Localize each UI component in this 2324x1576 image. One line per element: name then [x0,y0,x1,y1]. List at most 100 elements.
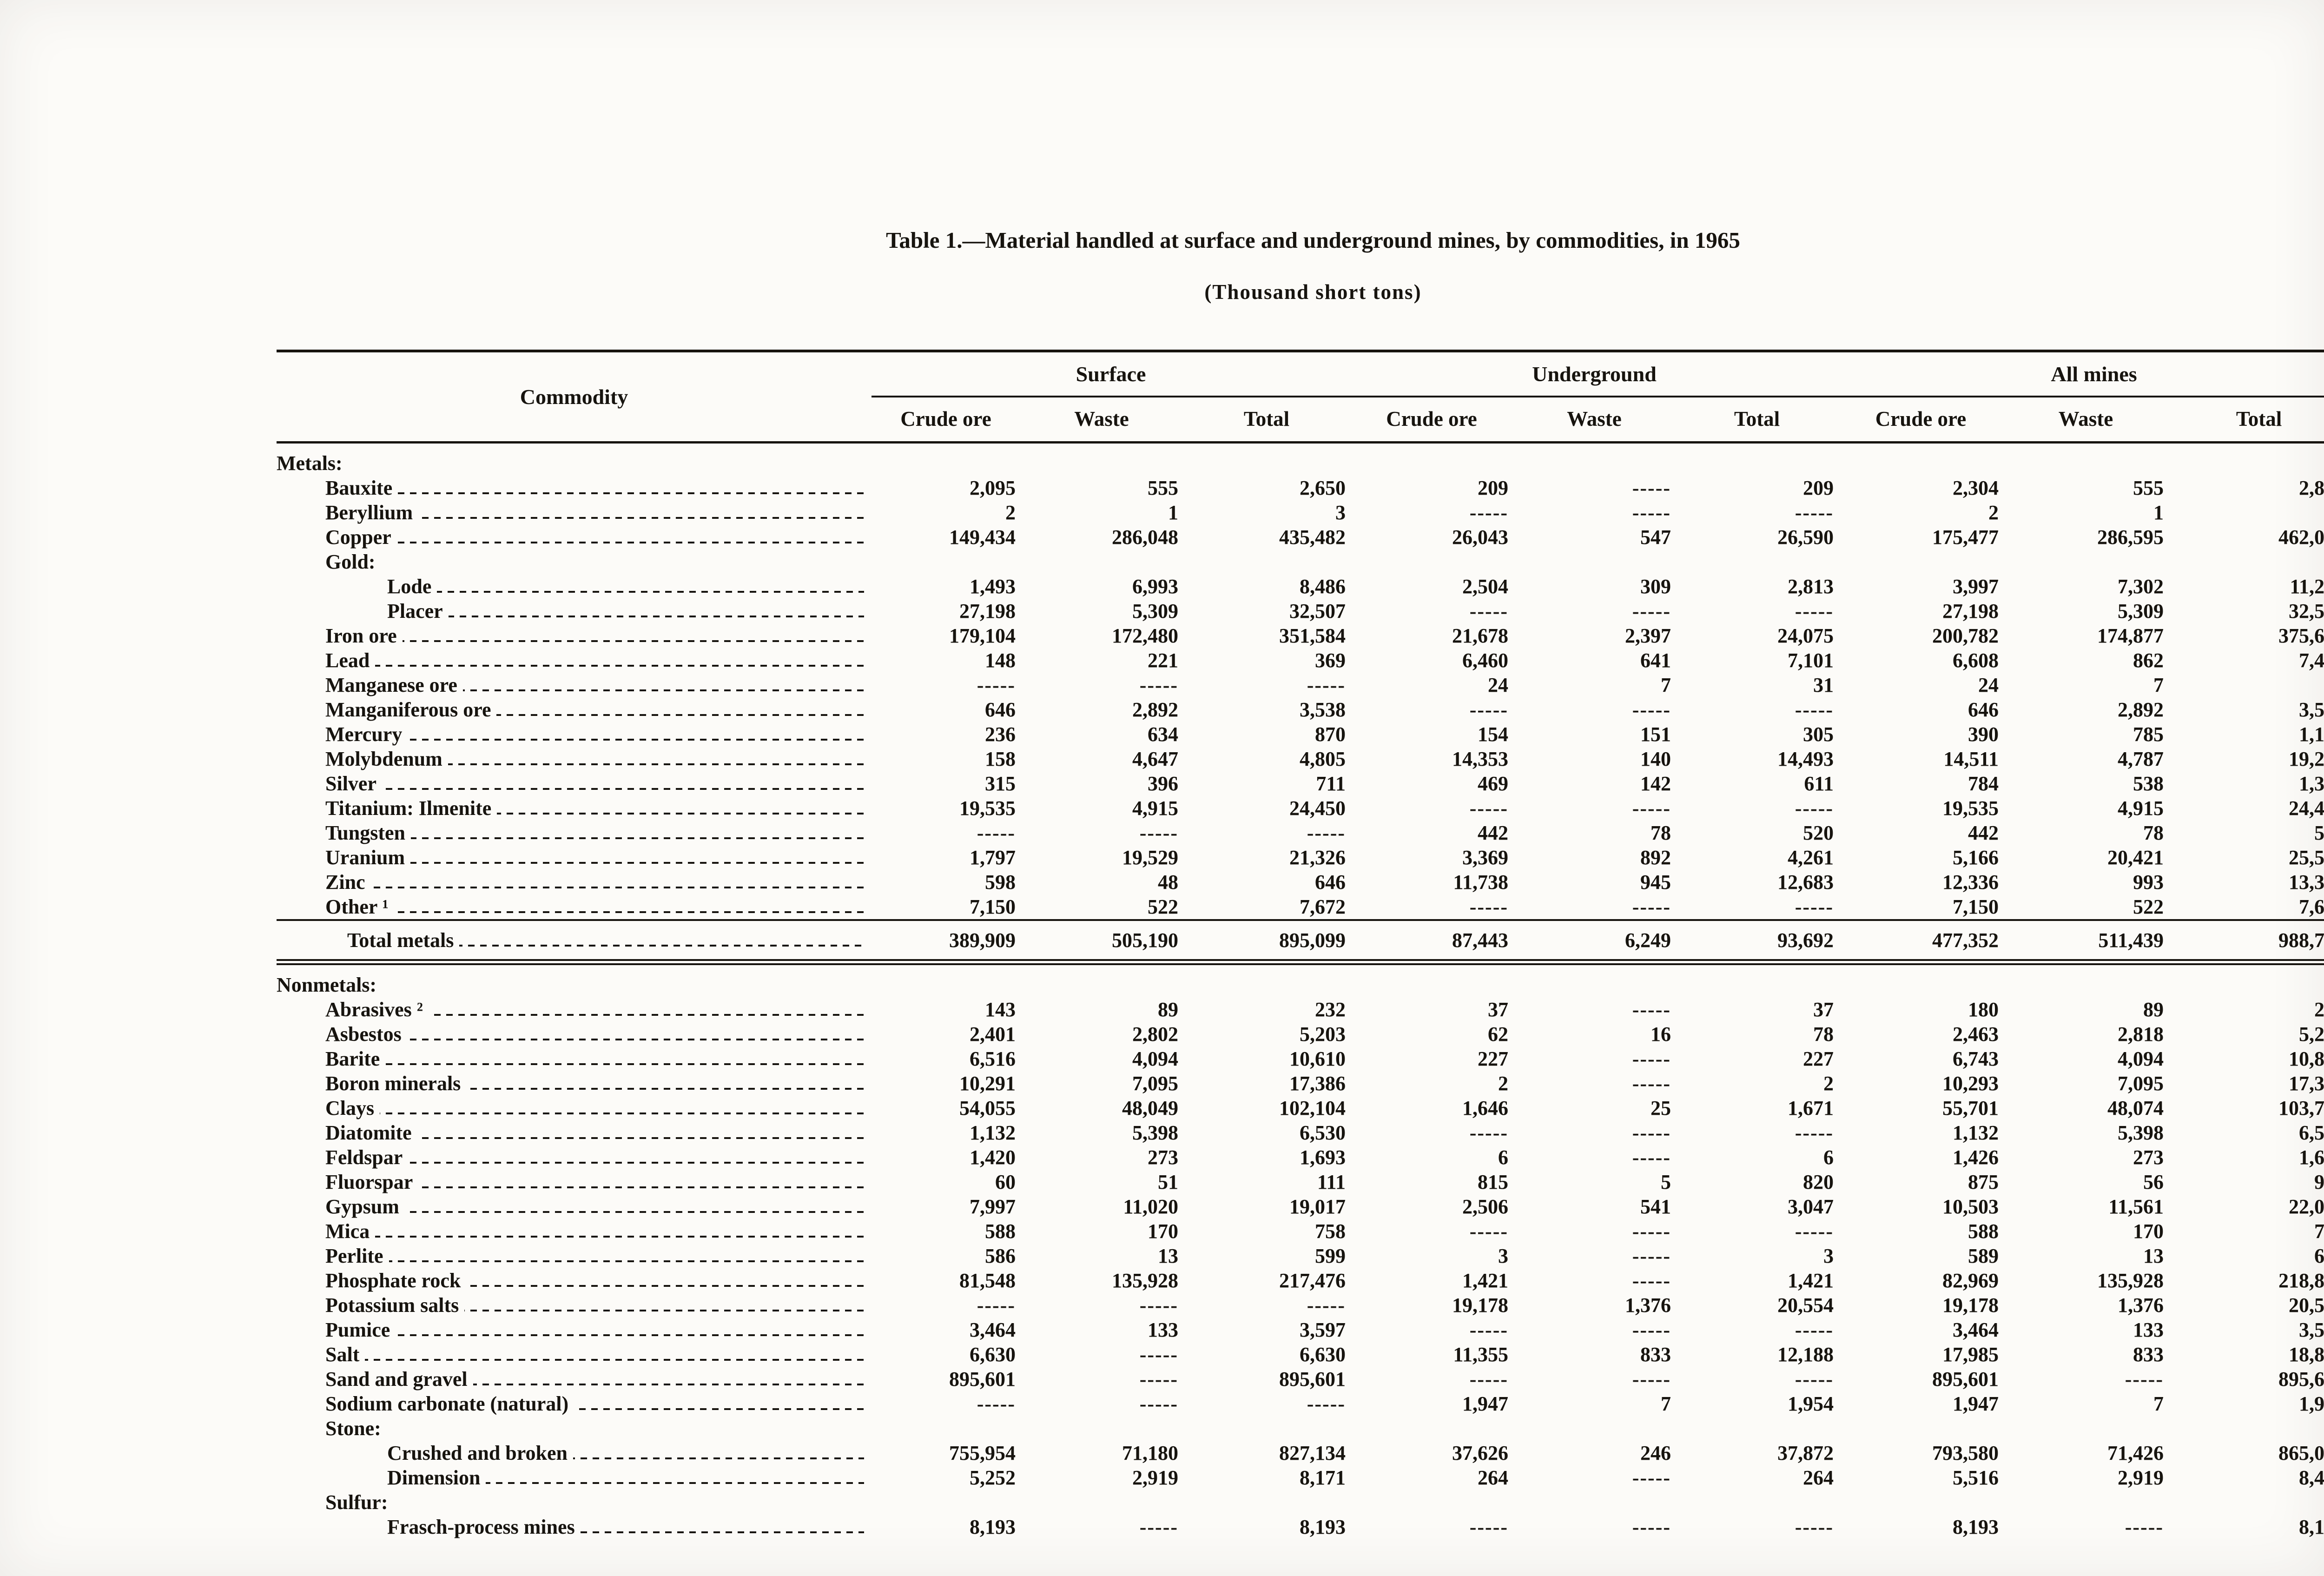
value-cell [2003,550,2168,574]
section-row: Sulfur: [277,1490,2324,1515]
value-cell: 641 [1640,649,1671,672]
value-cell: 24,450 [2289,796,2324,820]
value-cell: 218,897 [2278,1269,2324,1292]
value-cell: 172,480 [1112,624,1178,647]
value-cell: 21,678 [1452,624,1508,647]
value-cell [2003,442,2168,476]
value-cell: 5,203 [1300,1022,1346,1046]
value-cell: 389,909 [872,919,1020,965]
commodity-label: Lode [387,574,437,599]
value-cell: 102,104 [1279,1096,1346,1119]
empty-value-cell: ----- [1795,1121,1834,1144]
value-cell [1020,1490,1183,1515]
value-cell [2168,550,2324,574]
value-cell: 862 [2133,649,2164,672]
commodity-label-cell: Beryllium [277,500,872,525]
commodity-row: Mercury 236 634 870 154 151 305 390 785 1,175 [277,722,2324,747]
value-cell: 221 [1148,649,1178,672]
value-cell [872,962,1020,997]
commodity-label: Frasch-process mines [387,1514,581,1539]
value-cell: 815 [1478,1170,1508,1193]
value-cell: 7 [2153,1392,2164,1415]
commodity-table: Commodity Surface Underground All mines … [277,350,2324,1539]
commodity-row: Lode 1,493 6,993 8,486 2,504 309 2,813 3,997 7,3… [277,574,2324,599]
value-cell: 3,538 [1300,698,1346,721]
value-cell: 6,516 [970,1047,1016,1070]
commodity-label-cell: Other ¹ [277,894,872,920]
commodity-label-cell: Stone: [277,1416,872,1441]
commodity-row: Silver 315 396 711 469 142 611 784 538 1,322 [277,771,2324,796]
value-cell: 158 [985,747,1016,770]
value-cell [1838,442,2003,476]
value-cell [2168,1490,2324,1515]
value-cell: 4,915 [2118,796,2164,820]
value-cell: 10,293 [1942,1072,1999,1095]
value-cell: 20,421 [2107,846,2164,869]
commodity-label-cell: Lead [277,648,872,673]
value-cell [1020,550,1183,574]
commodity-label-cell: Phosphate rock [277,1268,872,1293]
commodity-label-cell: Gold: [277,549,872,574]
value-cell: 1,426 [1953,1146,1999,1169]
commodity-row: Sand and gravel 895,601 ----- 895,601 ----- -… [277,1366,2324,1391]
value-cell: 7,672 [2299,895,2324,918]
value-cell: 14,493 [1777,747,1834,770]
value-cell: 4,094 [2118,1047,2164,1070]
commodity-row: Mica 588 170 758 ----- ----- ----- 588 170 758 [277,1218,2324,1244]
value-cell: 758 [2314,1219,2324,1243]
value-cell: 895,601 [1279,1367,1346,1391]
commodity-row: Crushed and broken 755,954 71,180 827,134 37… [277,1440,2324,1465]
value-cell [1513,1416,1676,1441]
commodity-label: Sodium carbonate (natural) [325,1391,574,1416]
commodity-label: Fluorspar [325,1169,419,1194]
empty-value-cell: ----- [1139,673,1178,696]
value-cell: 89 [2143,998,2164,1021]
empty-value-cell: ----- [1795,1219,1834,1243]
commodity-label: Silver [325,771,382,796]
value-cell: 175,477 [1932,525,1999,549]
value-cell: 505,190 [1020,919,1183,965]
value-cell: 54,055 [959,1096,1016,1119]
value-cell: 37 [1813,998,1834,1021]
commodity-label: Stone: [325,1416,387,1441]
value-cell [1513,442,1676,476]
value-cell [1676,1490,1838,1515]
value-cell: 142 [1640,772,1671,795]
value-cell: 8,486 [1300,575,1346,598]
value-cell: 5,398 [1132,1121,1178,1144]
value-cell: 1,493 [970,575,1016,598]
empty-value-cell: ----- [1795,599,1834,622]
commodity-row: Feldspar 1,420 273 1,693 6 ----- 6 1,426 273 1,69… [277,1145,2324,1170]
value-cell: 3,369 [1462,846,1508,869]
value-cell: 7,997 [970,1195,1016,1218]
value-cell [1183,550,1350,574]
value-cell: 143 [985,998,1016,1021]
value-cell: 6,249 [1513,919,1676,965]
commodity-label: Sand and gravel [325,1366,473,1391]
empty-value-cell: ----- [1469,1219,1508,1243]
commodity-label: Uranium [325,845,411,870]
value-cell: 827,134 [1279,1441,1346,1464]
value-cell: 269 [2314,998,2324,1021]
commodity-label-cell: Frasch-process mines [277,1514,872,1539]
empty-value-cell: ----- [1632,1047,1671,1070]
value-cell: 588 [985,1219,1016,1243]
empty-value-cell: ----- [1632,698,1671,721]
value-cell: 148 [985,649,1016,672]
value-cell: 4,647 [1132,747,1178,770]
value-cell: 6,530 [2299,1121,2324,1144]
value-cell: 2,304 [1953,476,1999,499]
value-cell: 8,435 [2299,1466,2324,1489]
commodity-row: Barite 6,516 4,094 10,610 227 ----- 227 6,743 4,… [277,1046,2324,1071]
value-cell: 8,193 [970,1515,1016,1538]
value-cell: 32,507 [2289,599,2324,622]
value-cell [872,1490,1020,1515]
commodity-label-cell: Fluorspar [277,1169,872,1194]
value-cell: 522 [2133,895,2164,918]
commodity-row: Dimension 5,252 2,919 8,171 264 ----- 264 5,516… [277,1465,2324,1490]
value-cell: 37 [1488,998,1508,1021]
value-cell: 895,601 [2278,1367,2324,1391]
value-cell: 6,993 [1132,575,1178,598]
empty-value-cell: ----- [1469,1121,1508,1144]
value-cell [1513,1490,1676,1515]
